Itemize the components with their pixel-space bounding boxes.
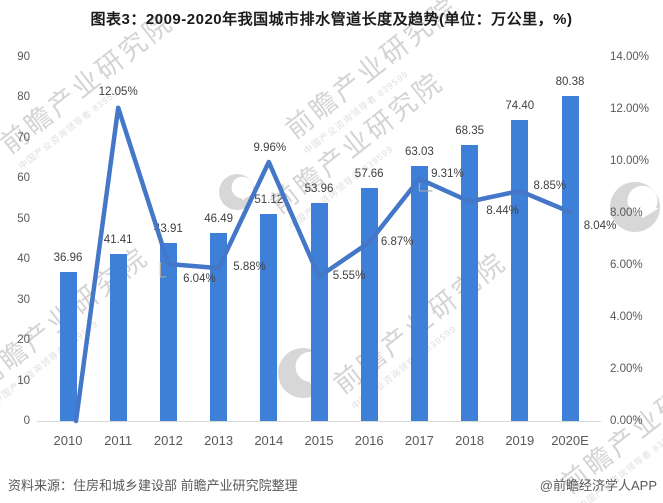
bar-value-label: 63.03 [405, 146, 434, 159]
line-value-label: 6.04% [183, 272, 216, 285]
left-axis-tick: 0 [23, 415, 30, 427]
bar-2020E [561, 95, 579, 421]
bar-value-label: 46.49 [204, 212, 233, 225]
bar-value-label: 53.96 [304, 182, 334, 195]
x-axis-label: 2020E [551, 433, 589, 448]
left-axis-tick: 60 [17, 172, 30, 185]
right-axis-tick: 14.00% [610, 51, 650, 63]
credit-note: @前瞻经济学人APP [539, 478, 657, 493]
bar-2010 [59, 271, 77, 421]
bar-2012 [159, 243, 177, 421]
bar-2013 [210, 232, 228, 421]
right-axis-tick: 4.00% [610, 311, 643, 323]
left-axis-tick: 70 [17, 131, 30, 144]
left-axis-tick: 40 [17, 253, 30, 266]
line-value-label: 8.04% [583, 219, 617, 232]
x-axis-label: 2018 [455, 433, 485, 448]
bar-2014 [260, 214, 278, 421]
line-value-label: 8.85% [533, 179, 567, 192]
left-axis-tick: 90 [17, 51, 30, 63]
x-axis-label: 2019 [505, 433, 535, 448]
bar-value-label: 36.96 [53, 251, 83, 264]
x-axis-label: 2016 [354, 433, 384, 448]
bar-value-label: 51.12 [254, 194, 284, 207]
left-axis-tick: 50 [17, 212, 30, 225]
line-value-label: 5.55% [332, 269, 366, 282]
bar-value-label: 80.38 [555, 75, 585, 88]
line-value-label: 8.44% [486, 204, 519, 217]
source-note: 资料来源：住房和城乡建设部 前瞻产业研究院整理 [8, 478, 298, 493]
x-axis-label: 2011 [104, 433, 133, 448]
bar-value-label: 41.41 [103, 233, 133, 246]
x-axis-label: 2010 [53, 433, 83, 448]
bar-value-label: 74.40 [505, 100, 535, 113]
x-axis-label: 2015 [304, 433, 334, 448]
x-axis-label: 2014 [254, 433, 284, 448]
line-value-label: 9.96% [253, 142, 287, 155]
x-axis-line [37, 421, 601, 422]
line-value-label: 9.31% [431, 167, 464, 180]
bar-2011 [109, 253, 127, 421]
chart-title: 图表3：2009-2020年我国城市排水管道长度及趋势(单位：万公里，%) [90, 11, 573, 28]
x-axis-label: 2017 [404, 433, 434, 448]
label-leader-line [418, 182, 433, 192]
x-axis-label: 2013 [204, 433, 234, 448]
growth-rate-line [73, 105, 573, 424]
line-value-label: 5.88% [233, 261, 266, 274]
right-axis-tick: 12.00% [610, 103, 650, 115]
left-axis-tick: 30 [17, 293, 30, 306]
x-axis-label: 2012 [153, 433, 183, 448]
line-value-label: 6.87% [380, 236, 414, 249]
bar-value-label: 43.91 [154, 223, 183, 236]
bar-2018 [461, 144, 479, 421]
right-axis-tick: 2.00% [610, 363, 643, 375]
left-axis-tick: 20 [17, 334, 30, 347]
bar-2017 [410, 166, 428, 421]
right-axis-tick: 0.00% [610, 415, 643, 427]
left-axis-tick: 10 [17, 374, 30, 387]
left-axis-tick: 80 [17, 91, 30, 104]
line-value-label: 12.05% [98, 85, 138, 98]
bar-2019 [511, 120, 529, 421]
right-axis-tick: 6.00% [610, 259, 643, 271]
label-leader-line [159, 261, 167, 278]
bar-value-label: 68.35 [455, 124, 484, 137]
right-axis-tick: 10.00% [610, 155, 650, 167]
bar-value-label: 57.66 [354, 167, 384, 180]
